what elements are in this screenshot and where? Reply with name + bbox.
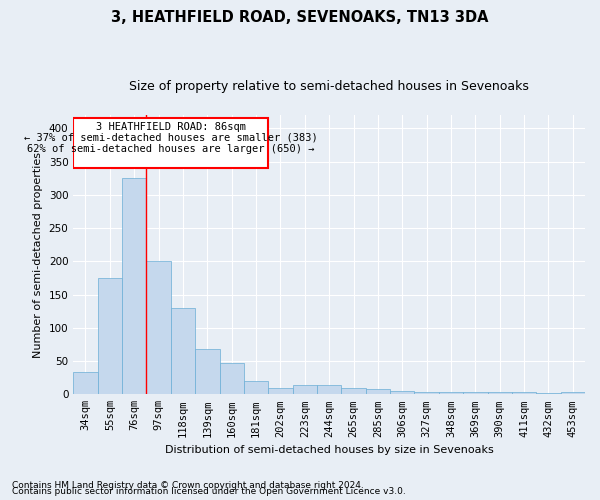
Bar bbox=[146, 262, 171, 394]
Bar bbox=[293, 385, 317, 394]
Text: 62% of semi-detached houses are larger (650) →: 62% of semi-detached houses are larger (… bbox=[27, 144, 314, 154]
Title: Size of property relative to semi-detached houses in Sevenoaks: Size of property relative to semi-detach… bbox=[129, 80, 529, 93]
Text: Contains public sector information licensed under the Open Government Licence v3: Contains public sector information licen… bbox=[12, 487, 406, 496]
FancyBboxPatch shape bbox=[73, 118, 268, 168]
Bar bbox=[512, 392, 536, 394]
Bar bbox=[366, 389, 390, 394]
Bar bbox=[463, 392, 488, 394]
Y-axis label: Number of semi-detached properties: Number of semi-detached properties bbox=[33, 152, 43, 358]
Text: ← 37% of semi-detached houses are smaller (383): ← 37% of semi-detached houses are smalle… bbox=[24, 133, 317, 143]
Bar bbox=[341, 388, 366, 394]
Text: 3 HEATHFIELD ROAD: 86sqm: 3 HEATHFIELD ROAD: 86sqm bbox=[96, 122, 246, 132]
X-axis label: Distribution of semi-detached houses by size in Sevenoaks: Distribution of semi-detached houses by … bbox=[165, 445, 494, 455]
Bar bbox=[244, 381, 268, 394]
Bar bbox=[268, 388, 293, 394]
Bar bbox=[73, 372, 98, 394]
Bar bbox=[220, 363, 244, 394]
Text: 3, HEATHFIELD ROAD, SEVENOAKS, TN13 3DA: 3, HEATHFIELD ROAD, SEVENOAKS, TN13 3DA bbox=[111, 10, 489, 25]
Bar bbox=[439, 392, 463, 394]
Bar bbox=[317, 385, 341, 394]
Bar bbox=[560, 392, 585, 394]
Bar bbox=[488, 392, 512, 394]
Text: Contains HM Land Registry data © Crown copyright and database right 2024.: Contains HM Land Registry data © Crown c… bbox=[12, 481, 364, 490]
Bar bbox=[195, 349, 220, 395]
Bar bbox=[415, 392, 439, 394]
Bar bbox=[171, 308, 195, 394]
Bar bbox=[536, 393, 560, 394]
Bar bbox=[122, 178, 146, 394]
Bar bbox=[98, 278, 122, 394]
Bar bbox=[390, 391, 415, 394]
